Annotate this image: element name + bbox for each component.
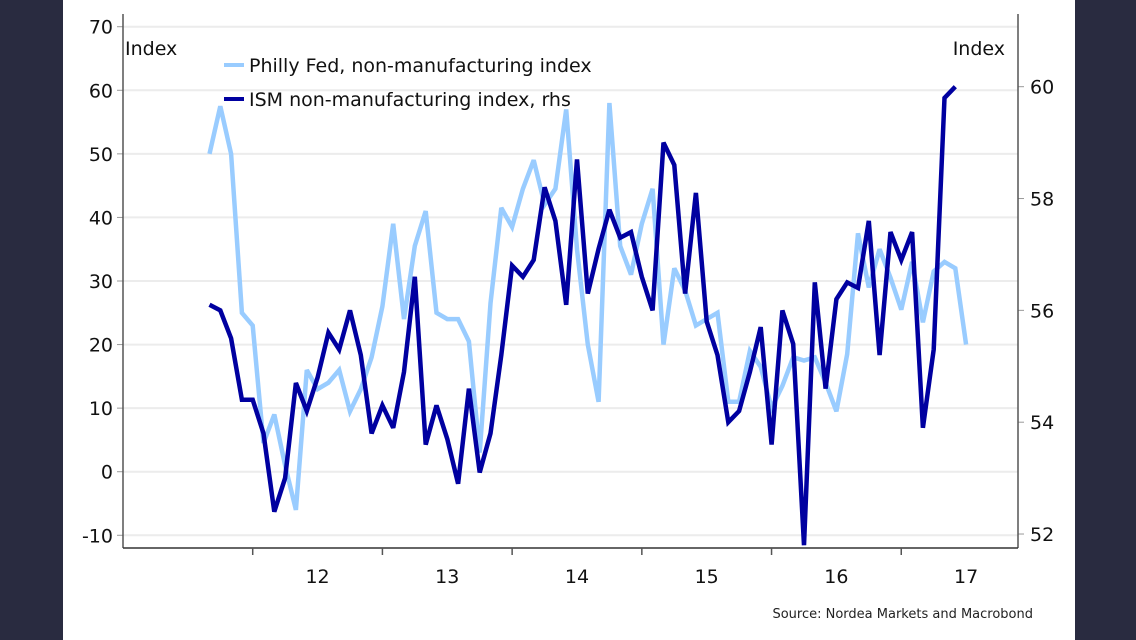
right-tick-label: 54: [1030, 412, 1054, 434]
left-tick-label: -10: [82, 525, 113, 547]
left-tick-label: 50: [89, 144, 113, 166]
left-tick-label: 10: [89, 398, 113, 420]
series-line-philly-fed: [207, 102, 969, 511]
series-line-ism: [208, 85, 957, 546]
legend-label-philly: Philly Fed, non-manufacturing index: [249, 55, 592, 77]
left-tick-label: 70: [89, 17, 113, 39]
left-tick-label: 30: [89, 271, 113, 293]
x-tick-label: 14: [565, 566, 589, 588]
source-note: Source: Nordea Markets and Macrobond: [772, 607, 1033, 622]
x-tick-label: 12: [305, 566, 329, 588]
right-y-axis: 52 54 56 58 60: [1017, 14, 1054, 548]
right-axis-title: Index: [953, 38, 1005, 60]
left-tick-label: 20: [89, 335, 113, 357]
chart-card: -10 0 10 20 30 40 50 60 70 52 54 56 58 60 12 13 14 15 16…: [63, 0, 1075, 640]
right-tick-label: 58: [1030, 189, 1054, 211]
left-axis-title: Index: [125, 38, 177, 60]
left-tick-label: 0: [101, 462, 113, 484]
x-tick-label: 13: [435, 566, 459, 588]
x-axis: 12 13 14 15 16 17: [123, 547, 1018, 588]
x-tick-label: 15: [695, 566, 719, 588]
series-layer: [207, 85, 969, 546]
right-tick-label: 60: [1030, 77, 1054, 99]
left-tick-label: 40: [89, 207, 113, 229]
left-tick-label: 60: [89, 80, 113, 102]
left-y-axis: -10 0 10 20 30 40 50 60 70: [82, 14, 124, 548]
right-tick-label: 52: [1030, 524, 1054, 546]
line-chart: -10 0 10 20 30 40 50 60 70 52 54 56 58 60 12 13 14 15 16…: [82, 14, 1054, 622]
legend-label-ism: ISM non-manufacturing index, rhs: [249, 89, 571, 111]
legend: Philly Fed, non-manufacturing index ISM …: [224, 55, 592, 111]
x-tick-label: 16: [824, 566, 848, 588]
x-tick-label: 17: [954, 566, 978, 588]
right-tick-label: 56: [1030, 300, 1054, 322]
